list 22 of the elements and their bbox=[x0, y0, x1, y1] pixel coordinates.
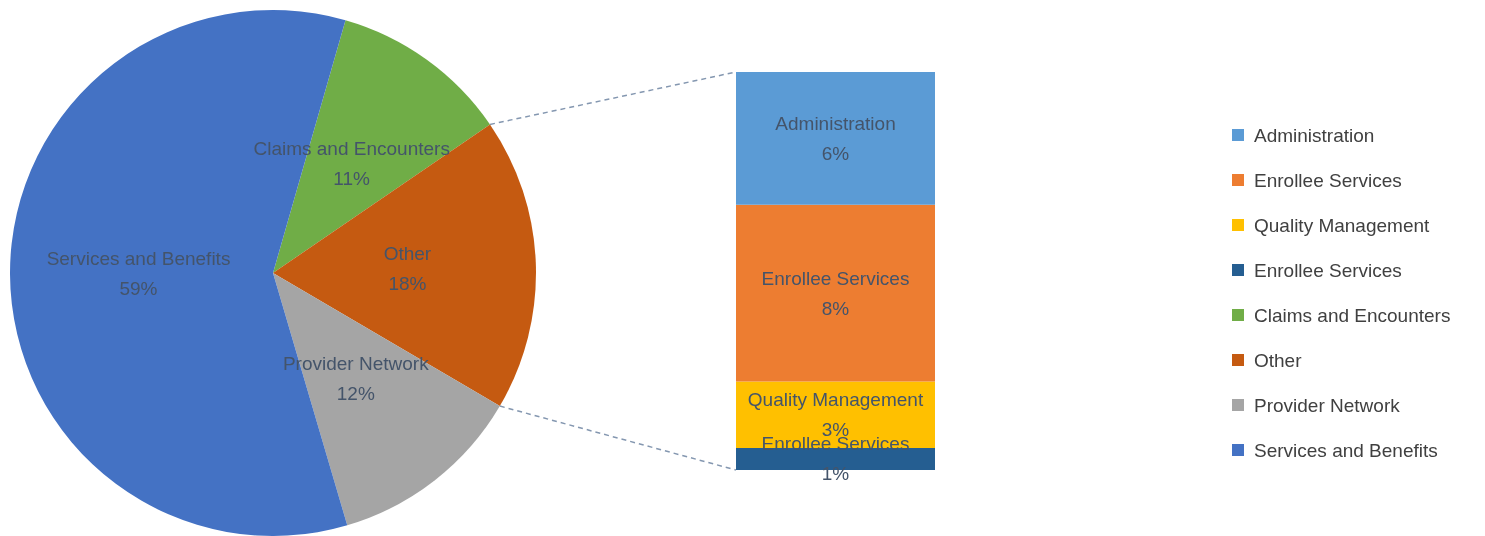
text: Administration bbox=[775, 112, 896, 134]
data-label: 12% bbox=[336, 383, 375, 405]
legend-label: Services and Benefits bbox=[1254, 439, 1438, 461]
data-label: 1% bbox=[821, 463, 850, 485]
data-label: 18% bbox=[388, 272, 427, 294]
slice-label: Other bbox=[383, 242, 432, 264]
legend-label: Provider Network bbox=[1254, 394, 1401, 416]
legend-label: Other bbox=[1254, 349, 1303, 371]
text: Enrollee Services bbox=[761, 267, 910, 289]
legend-label: Claims and Encounters bbox=[1254, 304, 1451, 326]
data-label: 59% bbox=[119, 277, 158, 299]
legend-label: Enrollee Services bbox=[1254, 259, 1402, 281]
bar bbox=[736, 72, 935, 205]
legend-label: Enrollee Services bbox=[1254, 169, 1402, 191]
slice-label: Services and Benefits bbox=[46, 247, 231, 269]
legend-label: Quality Management bbox=[1254, 214, 1431, 236]
text: Quality Management bbox=[747, 389, 924, 411]
data-label: 11% bbox=[333, 168, 371, 190]
legend-label: Administration bbox=[1254, 124, 1375, 146]
bar bbox=[736, 204, 935, 382]
data-label: 8% bbox=[821, 297, 850, 319]
data-label: 6% bbox=[821, 142, 850, 164]
